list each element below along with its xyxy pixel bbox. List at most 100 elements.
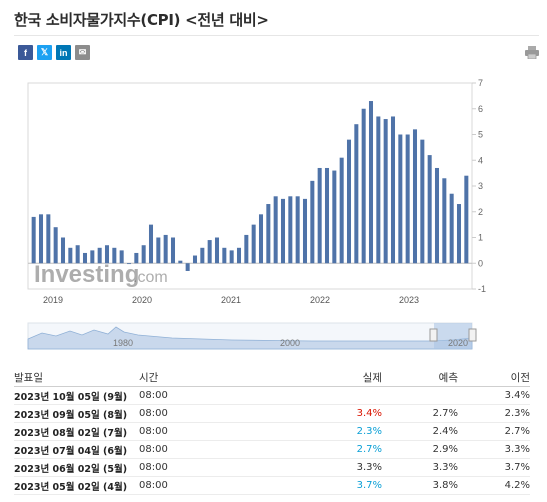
chart-bar [31, 216, 36, 264]
time-cell: 08:00 [139, 444, 168, 455]
chart-bar [134, 252, 139, 264]
chart-bar [53, 227, 58, 264]
table-row: 2023년 09월 05일 (8월) 08:00 3.4% 2.7% 2.3% [14, 405, 530, 423]
header-time: 시간 [139, 371, 159, 384]
chart-bar [273, 196, 278, 264]
table-row: 2023년 06월 02일 (5월) 08:00 3.3% 3.3% 3.7% [14, 459, 530, 477]
chart-bar [317, 167, 322, 264]
previous-cell: 3.3% [504, 444, 530, 455]
header-release-date: 발표일 [14, 371, 43, 384]
chart-bar [258, 214, 264, 264]
chart-bar [200, 247, 205, 264]
chart-bar [427, 155, 432, 264]
chart-bar [266, 204, 271, 264]
table-row: 2023년 07월 04일 (6월) 08:00 2.7% 2.9% 3.3% [14, 441, 530, 459]
chart-bar [390, 116, 396, 264]
navigator-handle-left [429, 328, 438, 342]
chart-bar [302, 198, 308, 264]
facebook-icon[interactable]: f [18, 45, 33, 60]
x-tick-label: 2020 [132, 295, 152, 305]
table-body: 2023년 10월 05일 (9월) 08:00 3.4% 2023년 09월 05일… [14, 387, 530, 495]
chart-bar [412, 129, 418, 264]
x-tick-label: 2022 [310, 295, 330, 305]
chart-bar [214, 237, 220, 264]
chart-bar [376, 116, 381, 264]
y-tick-label: -1 [478, 284, 486, 294]
time-cell: 08:00 [139, 462, 168, 473]
chart-bar [456, 204, 462, 264]
chart-bar [339, 157, 344, 264]
actual-cell: 3.4% [356, 408, 382, 419]
release-date-cell: 2023년 06월 02일 (5월) [14, 463, 128, 475]
cpi-chart[interactable]: Investing .com 7 6 5 4 3 2 1 0 -1 2019 2020 2021 2022 2… [12, 73, 547, 353]
plot-area [27, 82, 473, 290]
print-icon[interactable] [525, 46, 539, 59]
chart-bar [244, 234, 249, 264]
chart-bar [324, 167, 330, 264]
forecast-cell: 2.9% [432, 444, 458, 455]
title-divider [14, 35, 539, 36]
chart-bar [112, 247, 117, 264]
chart-bar [207, 240, 212, 264]
chart-bar [398, 134, 403, 264]
chart-bar [368, 101, 374, 264]
previous-cell: 2.3% [504, 408, 530, 419]
chart-bar [156, 237, 161, 264]
actual-cell: 2.3% [356, 426, 382, 437]
linkedin-icon[interactable]: in [56, 45, 71, 60]
chart-bar [104, 245, 110, 264]
navigator-selection [434, 323, 472, 349]
navigator-label: 2020 [448, 338, 468, 348]
release-date-cell: 2023년 07월 04일 (6월) [14, 445, 128, 457]
share-bar: f 𝕏 in ✉ [18, 45, 90, 60]
chart-bar [464, 175, 469, 264]
chart-bar [295, 196, 300, 264]
y-tick-label: 0 [478, 258, 483, 268]
previous-cell: 3.4% [504, 390, 530, 401]
chart-bar [75, 245, 80, 264]
email-icon[interactable]: ✉ [75, 45, 90, 60]
chart-bar [60, 237, 66, 264]
chart-bar [68, 247, 73, 264]
page-title: 한국 소비자물가지수(CPI) <전년 대비> [14, 11, 269, 29]
twitter-icon[interactable]: 𝕏 [37, 45, 52, 60]
table-header-row: 발표일 시간 실제 예측 이전 [14, 368, 530, 387]
header-forecast: 예측 [438, 371, 458, 384]
navigator-handle-right [468, 328, 477, 342]
chart-bar [185, 263, 190, 271]
time-cell: 08:00 [139, 480, 168, 491]
release-date-cell: 2023년 05월 02일 (4월) [14, 481, 128, 493]
chart-bar [251, 224, 256, 264]
release-date-cell: 2023년 08월 02일 (7월) [14, 427, 128, 439]
chart-bar [46, 214, 51, 264]
previous-cell: 2.7% [504, 426, 530, 437]
chart-bar [170, 237, 176, 264]
forecast-cell: 3.3% [432, 462, 458, 473]
x-tick-label: 2019 [43, 295, 63, 305]
chart-bar [434, 167, 440, 264]
y-tick-label: 2 [478, 207, 483, 217]
chart-canvas: Investing.com 7 6 5 4 3 2 1 0 -1 2019 2020 2021 2022 2… [27, 78, 486, 350]
chart-bar [236, 247, 242, 264]
chart-bar [449, 193, 454, 264]
header-previous: 이전 [510, 371, 530, 384]
release-table: 발표일 시간 실제 예측 이전 2023년 10월 05일 (9월) 08:00 3… [14, 368, 530, 495]
time-cell: 08:00 [139, 426, 168, 437]
y-tick-label: 7 [478, 78, 483, 88]
previous-cell: 3.7% [504, 462, 530, 473]
chart-bar [90, 250, 95, 264]
chart-bar [141, 245, 146, 264]
header-actual: 실제 [362, 371, 382, 384]
release-date-cell: 2023년 09월 05일 (8월) [14, 409, 128, 421]
chart-bar [82, 252, 88, 264]
navigator-label: 1980 [113, 338, 133, 348]
y-tick-label: 6 [478, 104, 483, 114]
x-tick-label: 2021 [221, 295, 241, 305]
chart-bar [178, 260, 183, 264]
time-cell: 08:00 [139, 408, 168, 419]
previous-cell: 4.2% [504, 480, 530, 491]
table-row: 2023년 10월 05일 (9월) 08:00 3.4% [14, 387, 530, 405]
chart-bar [383, 119, 388, 264]
y-tick-label: 5 [478, 130, 483, 140]
chart-bar [420, 139, 425, 264]
